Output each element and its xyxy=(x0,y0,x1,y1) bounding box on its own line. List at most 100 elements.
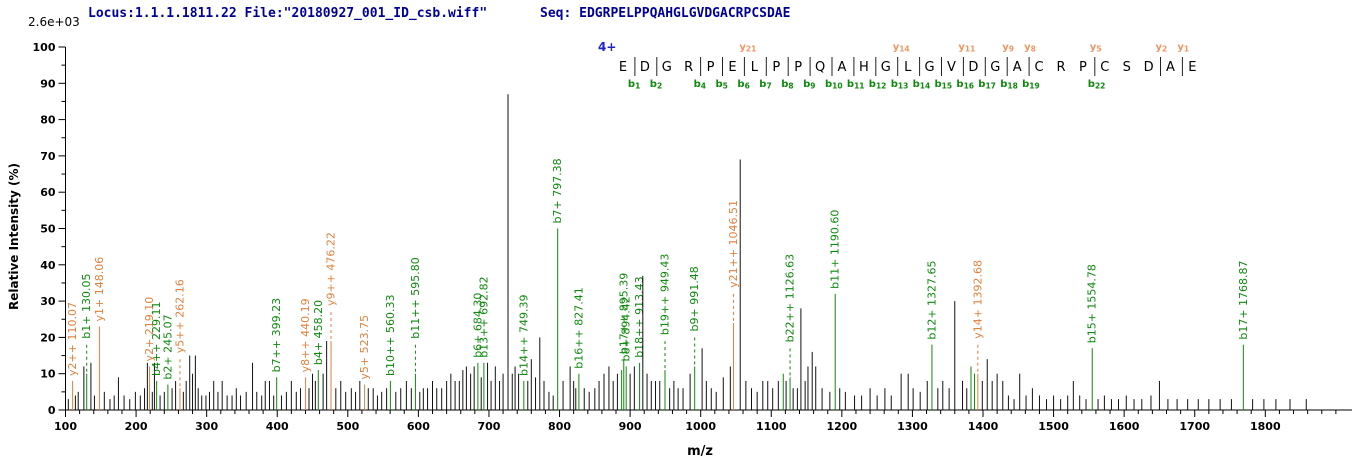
y-ion-header-label: y9 xyxy=(1002,42,1014,54)
residue-letter: G xyxy=(925,60,935,75)
peak-label: b9+ 991.48 xyxy=(688,266,701,331)
residue-letter: C xyxy=(1035,60,1044,75)
peak-label: y8++ 440.19 xyxy=(299,298,312,372)
peak-label: b6+ 684.30 xyxy=(471,293,484,358)
peak-label: y2+ 219.10 xyxy=(143,297,156,362)
y-tick-label: 100 xyxy=(33,41,56,54)
b-ion-header-label: b1 xyxy=(628,79,640,91)
residue-letter: P xyxy=(794,60,802,75)
residue-letter: A xyxy=(1166,60,1175,75)
y-tick-label: 50 xyxy=(40,223,56,236)
residue-letter: E xyxy=(1188,60,1196,75)
y-ion-header-label: y14 xyxy=(893,42,910,54)
x-tick-label: 1400 xyxy=(968,420,999,433)
y-tick-label: 60 xyxy=(40,186,56,199)
peak-label: b14++ 749.39 xyxy=(517,295,530,376)
b-ion-header-label: b5 xyxy=(716,79,728,91)
x-tick-label: 200 xyxy=(125,420,148,433)
peak-label: y14+ 1392.68 xyxy=(971,260,984,339)
y-ion-header-label: y11 xyxy=(958,42,975,54)
peak-label: b4++ 229.11 xyxy=(150,302,163,376)
peak-label: b12+ 1327.65 xyxy=(925,260,938,339)
x-tick-label: 600 xyxy=(407,420,430,433)
residue-letter: C xyxy=(1100,60,1109,75)
b-ion-header-label: b13 xyxy=(891,79,909,91)
x-tick-label: 1300 xyxy=(897,420,928,433)
y-ion-header-label: y5 xyxy=(1090,42,1102,54)
peak-label: b7+ 797.38 xyxy=(551,158,564,223)
peak-label: b11++ 595.80 xyxy=(409,257,422,338)
peak-label: b8+ 894.42 xyxy=(620,296,633,361)
b-ion-header-label: b12 xyxy=(869,79,887,91)
residue-letter: L xyxy=(904,60,912,75)
peptide-sequence-annotation: E D G R P E L P P Q A H G L G V D G A C R P C S D A Eb1 b2 b4 b5 b6y21… xyxy=(619,42,1197,91)
x-tick-label: 100 xyxy=(54,420,77,433)
x-tick-label: 1200 xyxy=(827,420,858,433)
x-tick-label: 1700 xyxy=(1179,420,1210,433)
b-ion-header-label: b9 xyxy=(803,79,815,91)
residue-letter: G xyxy=(881,60,891,75)
residue-letter: G xyxy=(662,60,672,75)
residue-letter: A xyxy=(838,60,847,75)
peak-label: y9++ 476.22 xyxy=(325,232,338,306)
peak-label: y2++ 110.07 xyxy=(66,302,79,376)
peak-label: b19++ 949.43 xyxy=(659,254,672,335)
intensity-scale-label: 2.6e+03 xyxy=(28,15,80,29)
peak-label: b7++ 399.23 xyxy=(270,298,283,372)
peak-label: b13++ 692.82 xyxy=(477,276,490,357)
peak-label: b22++ 1126.63 xyxy=(784,254,797,342)
x-tick-label: 400 xyxy=(266,420,289,433)
y-ion-header-label: y2 xyxy=(1156,42,1168,54)
x-tick-label: 1600 xyxy=(1109,420,1140,433)
residue-letter: R xyxy=(1056,60,1065,75)
peak-label: b11+ 1190.60 xyxy=(829,210,842,289)
b-ion-header-label: b8 xyxy=(781,79,793,91)
peak-label: y1+ 148.06 xyxy=(93,257,106,322)
sequence-title: Seq: EDGRPELPPQAHGLGVDGACRPCSDAE xyxy=(540,6,790,21)
y-ion-header-label: y1 xyxy=(1177,42,1189,54)
residue-letter: D xyxy=(1144,60,1154,75)
residue-letter: P xyxy=(707,60,715,75)
b-ion-header-label: b10 xyxy=(825,79,843,91)
peak-label: b15+ 1554.78 xyxy=(1086,264,1099,343)
y-tick-label: 20 xyxy=(40,331,56,344)
b-ion-header-label: b4 xyxy=(694,79,706,91)
peak-label: b17++ 895.39 xyxy=(617,273,630,354)
peak-label: b4+ 458.20 xyxy=(312,300,325,365)
b-ion-header-label: b22 xyxy=(1088,79,1106,91)
b-ion-header-label: b7 xyxy=(759,79,771,91)
x-tick-label: 500 xyxy=(336,420,359,433)
peak-label: b2+ 245.07 xyxy=(161,314,174,379)
residue-letter: L xyxy=(751,60,759,75)
b-ion-header-label: b17 xyxy=(978,79,996,91)
peak-label: y21++ 1046.51 xyxy=(727,200,740,288)
residue-letter: G xyxy=(990,60,1000,75)
residue-letter: P xyxy=(1079,60,1087,75)
residue-letter: H xyxy=(859,60,869,75)
residue-letter: V xyxy=(947,60,956,75)
y-ion-header-label: y21 xyxy=(739,42,756,54)
residue-letter: P xyxy=(772,60,780,75)
peak-label: y5++ 262.16 xyxy=(173,279,186,353)
residue-letter: A xyxy=(1013,60,1022,75)
y-tick-label: 40 xyxy=(40,259,56,272)
y-tick-label: 0 xyxy=(48,404,56,417)
spectrum-plot-area: 100 200 300 400 500 600 700 800 900 1000 1100 1200 1… xyxy=(33,41,1352,433)
x-tick-label: 800 xyxy=(548,420,571,433)
locus-file-title: Locus:1.1.1.1811.22 File:"20180927_001_I… xyxy=(88,6,487,21)
x-tick-label: 1500 xyxy=(1038,420,1069,433)
peak-label: b16++ 827.41 xyxy=(572,287,585,368)
peak-label: y5+ 523.75 xyxy=(358,315,371,380)
precursor-charge-label: 4+ xyxy=(598,40,616,54)
peak-label: b1+ 130.05 xyxy=(80,274,93,339)
y-axis-title: Relative Intensity (%) xyxy=(7,163,21,310)
y-tick-label: 10 xyxy=(40,368,56,381)
b-ion-header-label: b19 xyxy=(1022,79,1040,91)
residue-letter: D xyxy=(968,60,978,75)
x-tick-label: 1100 xyxy=(756,420,787,433)
x-tick-label: 1800 xyxy=(1250,420,1281,433)
peak-label: b18++ 913.43 xyxy=(633,276,646,357)
y-tick-label: 80 xyxy=(40,114,56,127)
